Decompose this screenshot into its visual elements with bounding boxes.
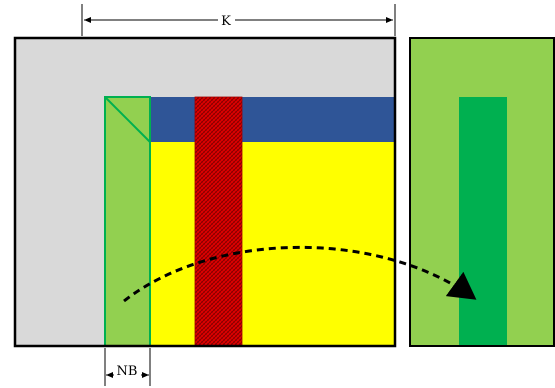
k-dimension: K: [81, 4, 396, 36]
k-label: K: [221, 14, 231, 29]
yellow-region: [150, 142, 395, 346]
matrix-outline: [13, 36, 397, 348]
nb-diagonal: [105, 97, 151, 143]
nb-green-panel: [104, 96, 151, 347]
red-hatched-column: [194, 96, 243, 347]
destination-green-column: [459, 97, 507, 346]
destination-outline: [409, 37, 555, 347]
destination-panel: [409, 37, 555, 347]
curved-dashed-arrow: [123, 245, 477, 303]
main-matrix: [13, 36, 397, 348]
nb-label: NB: [117, 364, 138, 379]
nb-dimension: NB: [104, 348, 151, 386]
blue-header-strip: [150, 97, 395, 142]
